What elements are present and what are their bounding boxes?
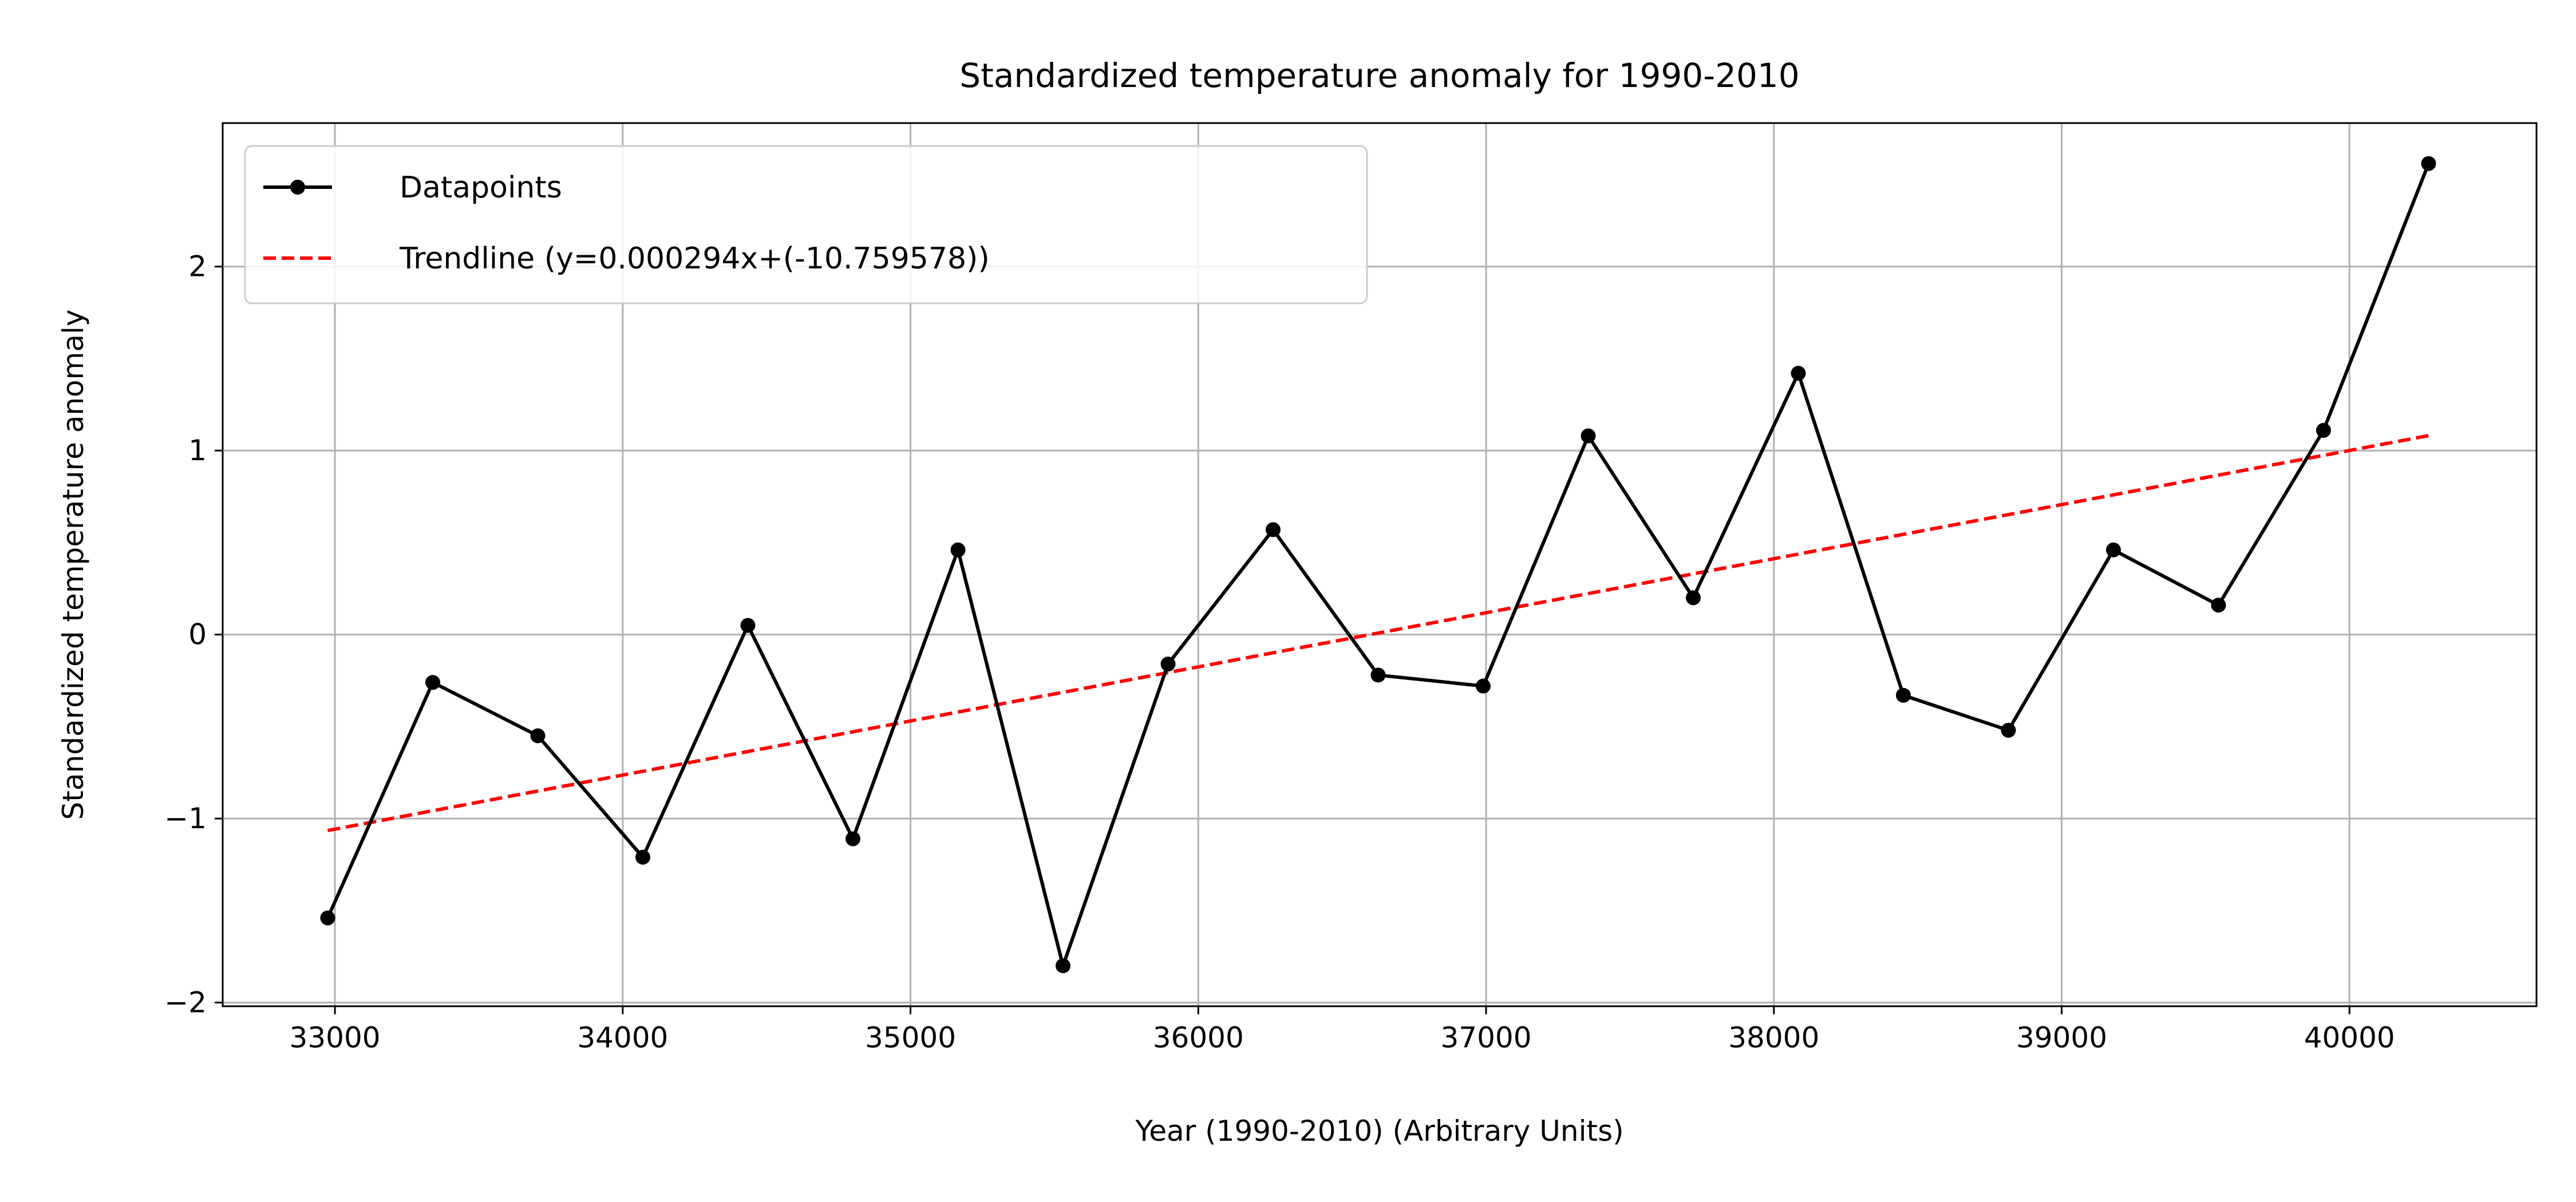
x-tick-label: 38000 (1728, 1021, 1819, 1054)
datapoint-marker (1265, 522, 1281, 537)
datapoint-marker (1685, 590, 1701, 606)
datapoint-marker (320, 910, 335, 926)
datapoint-marker (635, 849, 650, 865)
datapoint-marker (2316, 422, 2331, 438)
trendline (327, 434, 2429, 832)
x-axis-label: Year (1990-2010) (Arbitrary Units) (1135, 1114, 1623, 1148)
datapoint-marker (1475, 678, 1491, 694)
datapoint-marker (740, 618, 756, 633)
datapoint-marker (1791, 366, 1806, 381)
legend: Datapoints Trendline (y=0.000294x+(-10.75… (244, 145, 1368, 305)
legend-marker-datapoints (290, 180, 305, 195)
axes: 33000 34000 35000 36000 37000 38000 39000 40000… (164, 250, 2395, 1054)
y-tick-label: 0 (188, 618, 207, 651)
datapoint-marker (2421, 156, 2436, 171)
chart-title: Standardized temperature anomaly for 199… (959, 56, 1799, 95)
datapoint-marker (2105, 542, 2121, 557)
y-tick-label: −1 (164, 802, 207, 835)
datapoint-marker (1160, 657, 1176, 672)
legend-label-datapoints: Datapoints (400, 171, 562, 205)
x-tick-label: 35000 (865, 1021, 956, 1054)
series-layer (320, 156, 2436, 974)
legend-box (244, 145, 1368, 305)
legend-label-trendline: Trendline (y=0.000294x+(-10.759578)) (399, 242, 990, 276)
plot-frame (222, 122, 2538, 1007)
datapoint-marker (2001, 722, 2016, 738)
y-tick-label: −2 (164, 986, 207, 1019)
y-tick-label: 2 (188, 250, 207, 283)
x-tick-label: 36000 (1153, 1021, 1244, 1054)
x-tick-label: 40000 (2304, 1021, 2395, 1054)
datapoint-marker (530, 728, 546, 744)
datapoint-marker (1895, 687, 1911, 703)
y-tick-label: 1 (188, 434, 207, 467)
datapoint-marker (950, 542, 966, 557)
x-tick-label: 39000 (2016, 1021, 2107, 1054)
datapoint-marker (845, 831, 860, 847)
datapoint-marker (1055, 958, 1070, 974)
datapoint-marker (425, 675, 440, 690)
datapoint-marker (2211, 598, 2226, 613)
x-tick-label: 33000 (290, 1021, 381, 1054)
y-axis-label: Standardized temperature anomaly (57, 310, 90, 820)
x-tick-label: 34000 (577, 1021, 668, 1054)
datapoint-marker (1370, 667, 1386, 683)
x-tick-label: 37000 (1440, 1021, 1531, 1054)
datapoint-marker (1581, 428, 1596, 444)
